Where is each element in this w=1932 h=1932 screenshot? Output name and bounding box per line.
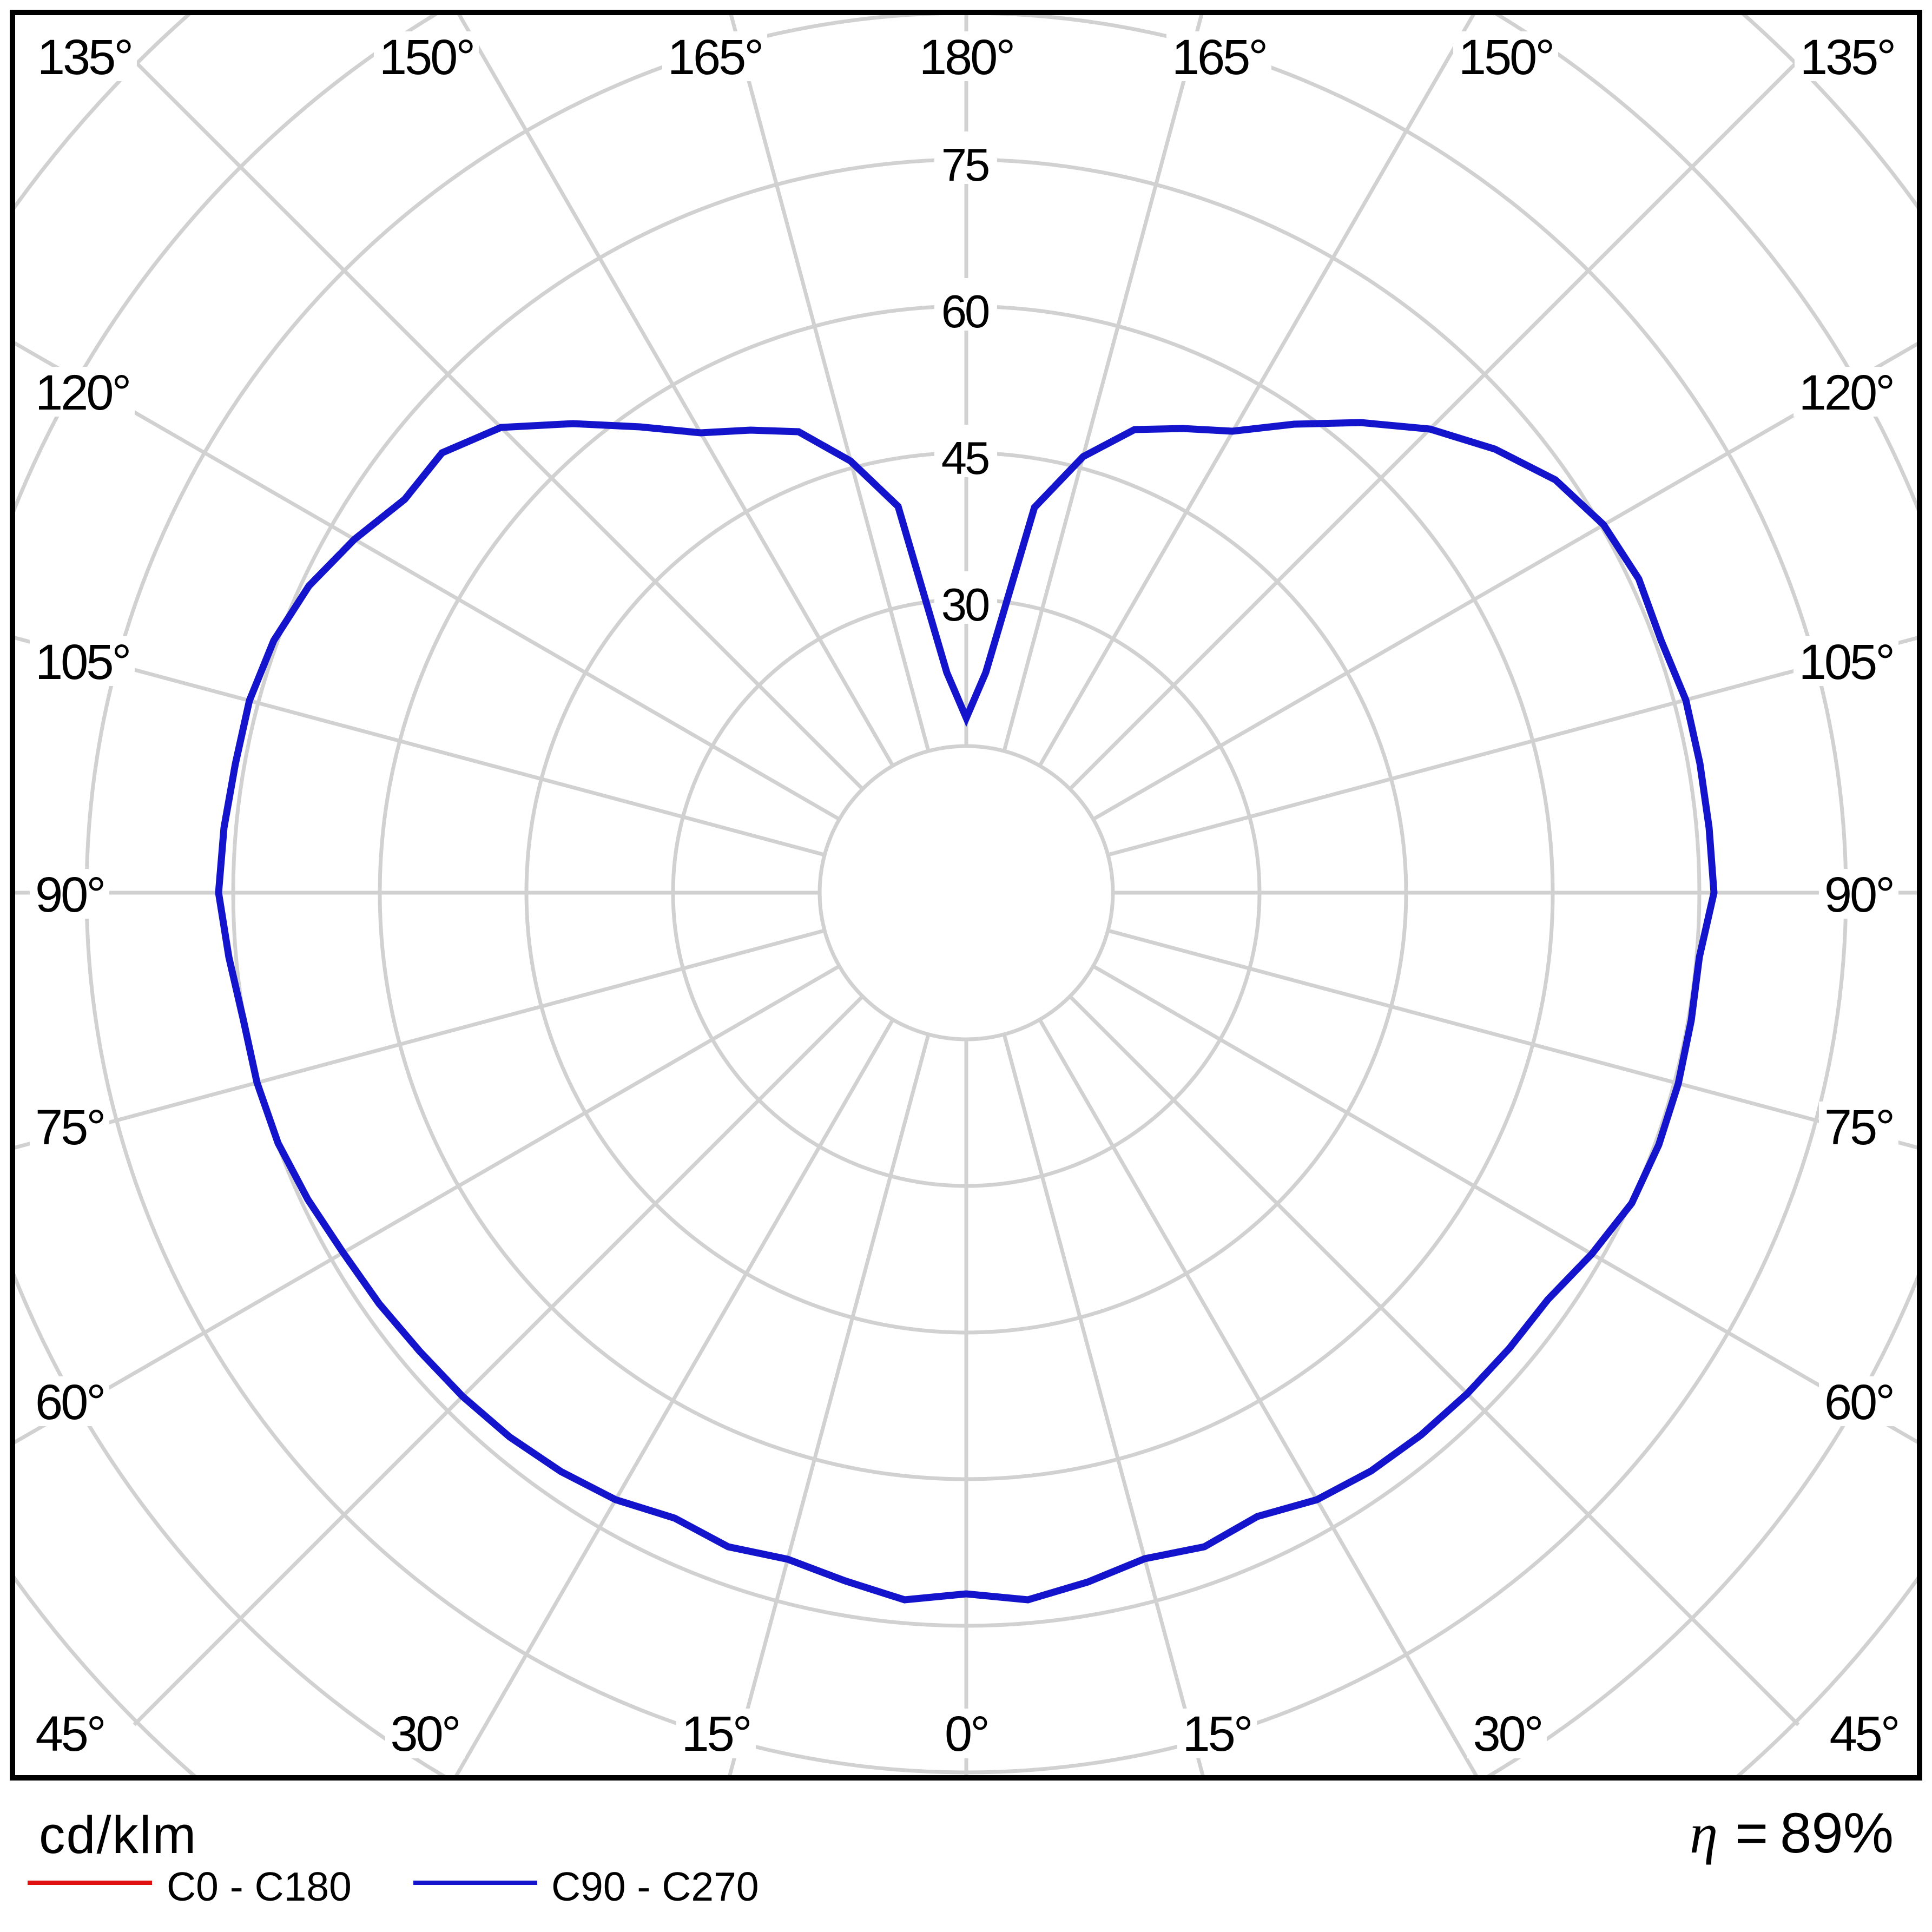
svg-text:120°: 120° [1799,365,1893,420]
svg-text:cd/klm: cd/klm [39,1805,197,1864]
svg-text:30°: 30° [1473,1706,1541,1762]
svg-text:89%: 89% [1780,1802,1894,1865]
svg-text:30: 30 [941,579,988,631]
svg-text:η: η [1690,1802,1718,1865]
svg-text:0°: 0° [945,1706,988,1762]
svg-text:45°: 45° [1829,1706,1898,1762]
svg-text:60°: 60° [35,1375,104,1430]
svg-text:135°: 135° [37,30,131,85]
svg-text:165°: 165° [668,30,762,85]
svg-text:C0 - C180: C0 - C180 [167,1864,352,1909]
svg-text:90°: 90° [35,867,104,922]
svg-text:135°: 135° [1800,30,1894,85]
svg-text:150°: 150° [1459,30,1553,85]
svg-text:180°: 180° [919,30,1013,85]
svg-text:75°: 75° [35,1100,104,1155]
svg-text:60: 60 [941,286,988,338]
svg-text:75°: 75° [1824,1100,1893,1155]
svg-text:15°: 15° [1182,1706,1251,1762]
svg-text:15°: 15° [681,1706,750,1762]
svg-text:60°: 60° [1824,1375,1893,1430]
svg-text:105°: 105° [35,635,129,690]
svg-text:45: 45 [941,433,988,484]
svg-text:165°: 165° [1172,30,1266,85]
svg-text:30°: 30° [390,1706,459,1762]
svg-text:75: 75 [941,140,988,191]
svg-text:=: = [1735,1802,1768,1865]
svg-text:90°: 90° [1824,867,1893,922]
svg-text:C90 - C270: C90 - C270 [551,1864,759,1909]
svg-text:105°: 105° [1799,635,1893,690]
svg-text:150°: 150° [379,30,473,85]
svg-text:45°: 45° [35,1706,104,1762]
svg-text:120°: 120° [35,365,129,420]
